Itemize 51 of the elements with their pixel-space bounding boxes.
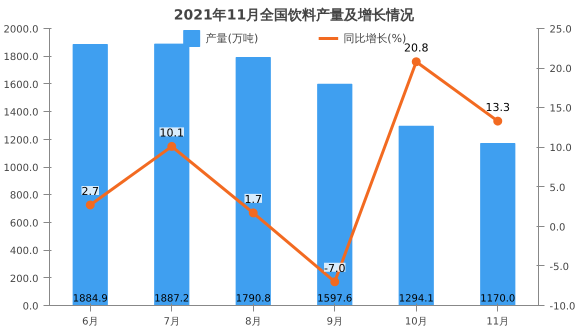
bar <box>480 142 516 306</box>
data-label: 1170.0 <box>480 294 516 304</box>
chart-title: 2021年11月全国饮料产量及增长情况 <box>174 6 416 24</box>
y2-tick-label: 0.0 <box>550 222 566 234</box>
point <box>248 208 258 218</box>
bar <box>236 56 271 306</box>
y2-tick-label: -5.0 <box>550 262 570 273</box>
y-tick-label: 1400.0 <box>4 108 39 119</box>
data-label: 1597.6 <box>317 294 352 304</box>
data-label: 1884.9 <box>72 294 108 304</box>
y-tick-label: 600.0 <box>10 218 39 230</box>
y2-tick-label: 10.0 <box>550 143 572 154</box>
data-label: 1790.8 <box>236 294 271 304</box>
data-label: 2.7 <box>82 184 100 198</box>
y2-tick-label: 25.0 <box>550 24 572 36</box>
x-tick-label: 9月 <box>326 316 343 328</box>
y-tick-label: 200.0 <box>10 274 39 285</box>
y-tick-label: 1800.0 <box>4 52 39 64</box>
point <box>86 200 95 210</box>
x-tick-label: 7月 <box>164 316 180 328</box>
bar <box>398 126 434 306</box>
y2-tick-label: 20.0 <box>550 64 572 76</box>
point <box>412 57 421 66</box>
data-label: 1.7 <box>244 192 262 206</box>
legend-label: 同比增长(%) <box>343 30 406 44</box>
x-tick-label: 6月 <box>82 316 98 328</box>
data-label: 20.8 <box>404 42 429 55</box>
bar <box>72 44 108 306</box>
y2-tick-label: -10.0 <box>550 302 576 312</box>
y-tick-label: 800.0 <box>10 190 39 202</box>
y-tick-label: 1600.0 <box>4 80 39 91</box>
bar <box>317 84 352 306</box>
data-label: 1294.1 <box>398 294 434 304</box>
y-tick-label: 2000.0 <box>4 24 39 36</box>
point <box>167 142 176 151</box>
data-label: 10.1 <box>160 126 184 140</box>
y2-tick-label: 5.0 <box>550 182 566 194</box>
y2-tick-label: 15.0 <box>550 104 572 115</box>
data-label: 13.3 <box>486 101 510 114</box>
x-tick-label: 10月 <box>404 316 428 328</box>
point <box>493 116 502 126</box>
y-tick-label: 0.0 <box>22 302 39 312</box>
legend-label: 产量(万吨) <box>206 30 258 46</box>
x-tick-label: 11月 <box>486 316 510 328</box>
data-label: 1887.2 <box>154 294 190 304</box>
y-tick-label: 1000.0 <box>4 163 39 174</box>
data-label: -7.0 <box>324 262 346 275</box>
point <box>330 277 340 286</box>
x-tick-label: 8月 <box>245 316 262 328</box>
y-tick-label: 400.0 <box>10 246 39 258</box>
y-tick-label: 1200.0 <box>4 135 39 146</box>
